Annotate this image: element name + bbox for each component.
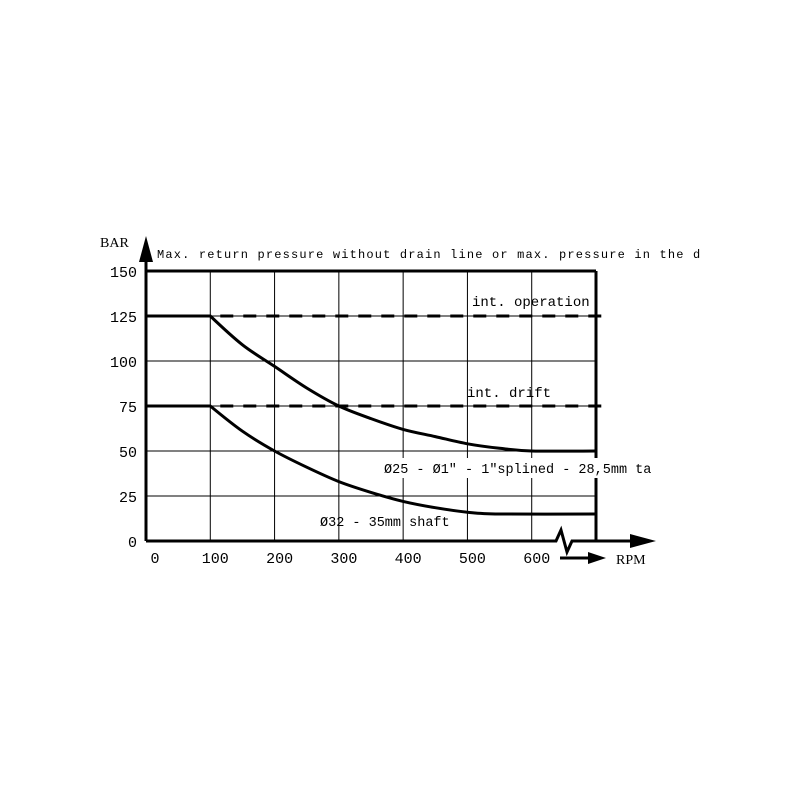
y-axis-arrow <box>139 236 153 262</box>
axes <box>139 236 656 564</box>
y-tick-label: 100 <box>110 355 137 372</box>
series-group <box>146 314 606 516</box>
y-tick-label: 0 <box>128 535 137 552</box>
x-axis-arrow <box>630 534 656 548</box>
y-tick-label: 50 <box>119 445 137 462</box>
x-tick-label: 300 <box>330 551 357 568</box>
y-axis-label: BAR <box>100 236 129 251</box>
x-axis <box>146 525 640 557</box>
x-tick-label: 600 <box>523 551 550 568</box>
label-int-drift: int. drift <box>467 386 551 402</box>
label-upper-curve: Ø25 - Ø1" - 1"splined - 28,5mm ta <box>384 463 651 478</box>
y-tick-label: 75 <box>119 400 137 417</box>
x-tick-label: 200 <box>266 551 293 568</box>
y-tick-label: 125 <box>110 310 137 327</box>
chart-title: Max. return pressure without drain line … <box>157 248 717 262</box>
y-tick-label: 25 <box>119 490 137 507</box>
x-tick-label: 0 <box>150 551 159 568</box>
break-arrow-head <box>588 552 606 564</box>
x-tick-label: 400 <box>395 551 422 568</box>
series-line--32-35mm-shaft <box>146 404 597 516</box>
x-tick-label: 100 <box>202 551 229 568</box>
label-int-operation: int. operation <box>472 295 590 311</box>
label-bg <box>380 458 700 478</box>
x-tick-label: 500 <box>459 551 486 568</box>
x-axis-label: RPM <box>616 553 646 568</box>
label-lower-curve: Ø32 - 35mm shaft <box>320 516 450 531</box>
series-line--25-1-1-splined-28-5mm-ta <box>146 314 597 453</box>
y-tick-label: 150 <box>110 265 137 282</box>
